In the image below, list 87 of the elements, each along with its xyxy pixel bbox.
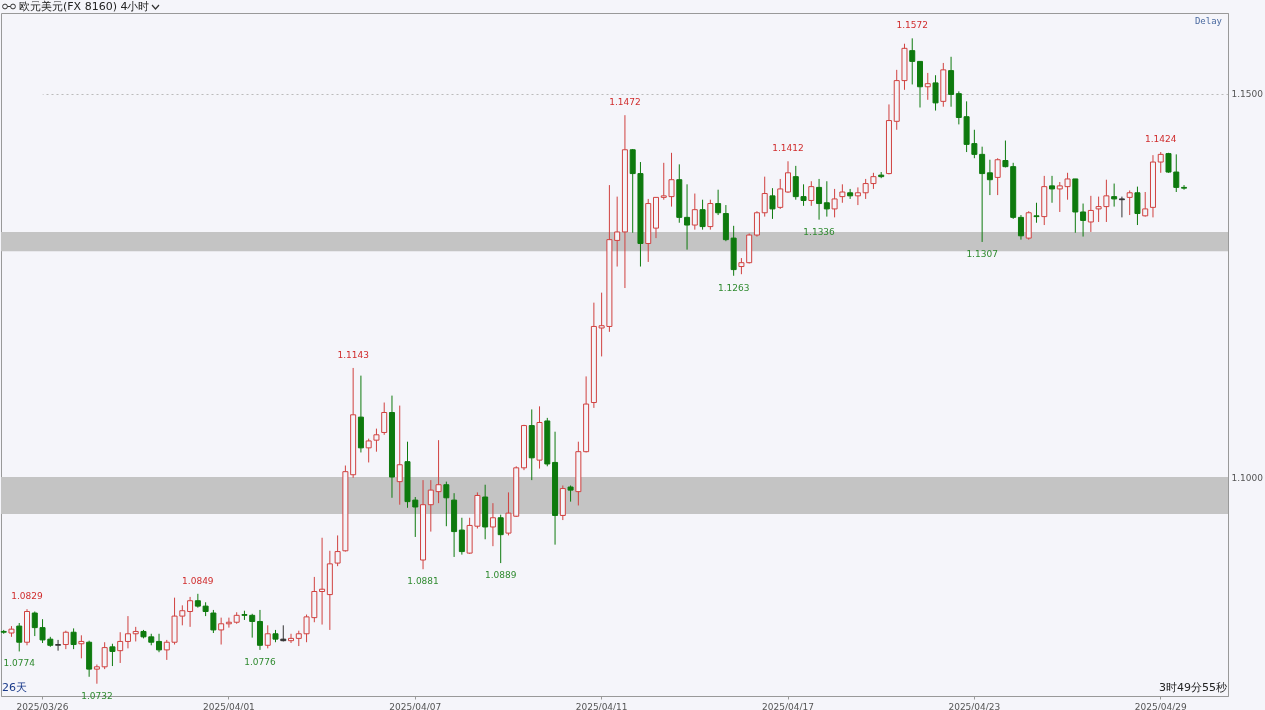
candlestick (319, 537, 326, 626)
annotation: 1.0776 (244, 656, 276, 667)
candlestick (831, 188, 838, 218)
annotation: 1.0889 (484, 570, 517, 581)
x-tick-label: 2025/04/07 (389, 701, 442, 710)
x-tick-label: 2025/04/01 (202, 701, 255, 710)
candlestick (117, 631, 124, 664)
candlestick (1181, 184, 1188, 191)
candlestick (699, 199, 706, 231)
candlestick (70, 627, 77, 650)
candlestick (489, 502, 496, 547)
candlestick (986, 159, 993, 196)
candlestick (909, 37, 916, 85)
candlestick (847, 188, 854, 200)
candlestick (458, 517, 465, 556)
candlestick (761, 176, 768, 218)
annotation: 1.0849 (182, 575, 214, 586)
annotation: 1.1572 (896, 20, 928, 31)
candlestick (1142, 191, 1149, 218)
annotation: 1.0774 (3, 658, 36, 669)
candlestick (264, 624, 271, 649)
candlestick (1033, 202, 1040, 224)
annotation: 1.0881 (407, 576, 439, 587)
candlestick (1111, 183, 1118, 208)
candlestick (187, 596, 194, 628)
candlestick (288, 633, 295, 644)
candlestick (62, 630, 69, 650)
candlestick (93, 664, 100, 685)
annotation: 1.1336 (803, 226, 836, 237)
x-tick-label: 2025/04/17 (762, 701, 814, 710)
candlestick (1126, 189, 1133, 216)
annotation: 3时49分55秒 (1159, 681, 1227, 694)
x-tick-label: 2025/04/23 (948, 701, 1001, 710)
candlestick (924, 72, 931, 101)
candlestick (854, 186, 861, 206)
candlestick (777, 178, 784, 210)
candlestick (816, 178, 823, 221)
candlestick (156, 633, 163, 653)
candlestick (1049, 175, 1056, 204)
text: Delay (1194, 16, 1223, 26)
candlestick (707, 199, 714, 231)
candlestick (823, 180, 830, 218)
candlestick (994, 157, 1001, 196)
annotation: 1.1143 (337, 349, 369, 360)
candlestick (684, 183, 691, 251)
candlestick (808, 180, 815, 207)
candlestick (256, 609, 263, 651)
chart-title: 欧元美元(FX 8160) 4小时 (19, 0, 150, 14)
candlestick (1087, 195, 1094, 233)
annotation: 26天 (2, 681, 27, 694)
x-tick-label: 2025/04/29 (1134, 701, 1187, 710)
candlestick (1017, 214, 1024, 241)
candlestick (218, 617, 225, 646)
candlestick (381, 402, 388, 436)
annotation: 1.1263 (717, 282, 750, 293)
candlestick (396, 405, 403, 506)
annotation: 1.1412 (772, 143, 804, 154)
x-tick-label: 2025/04/11 (575, 701, 628, 710)
candlestick (124, 615, 131, 649)
candlestick (691, 193, 698, 231)
candlestick (785, 160, 792, 194)
annotation: 1.1307 (966, 248, 998, 259)
annotation: 1.0829 (11, 591, 44, 602)
candlestick (769, 187, 776, 220)
candlestick (210, 609, 217, 634)
candlestick (109, 643, 116, 667)
candlestick (497, 514, 504, 564)
candlestick (101, 641, 108, 670)
x-tick-label: 2025/03/26 (16, 701, 69, 710)
candlestick (753, 210, 760, 238)
candlestick (1134, 186, 1141, 226)
annotation: 1.1424 (1144, 134, 1177, 145)
candlestick (78, 634, 85, 659)
candlestick (55, 639, 62, 652)
candlestick (1080, 203, 1087, 238)
candlestick (443, 481, 450, 527)
candlestick (948, 56, 955, 108)
annotation: 1.1472 (609, 97, 641, 108)
candlestick (715, 189, 722, 216)
candlestick (1118, 196, 1125, 218)
candlestick (932, 74, 939, 112)
candlestick (839, 183, 846, 204)
candlestick (16, 622, 23, 652)
annotation: 1.0732 (81, 690, 113, 701)
y-tick-label: 1.1500 (1231, 89, 1264, 100)
candlestick (1157, 151, 1164, 174)
y-tick-label: 1.1000 (1231, 473, 1264, 484)
